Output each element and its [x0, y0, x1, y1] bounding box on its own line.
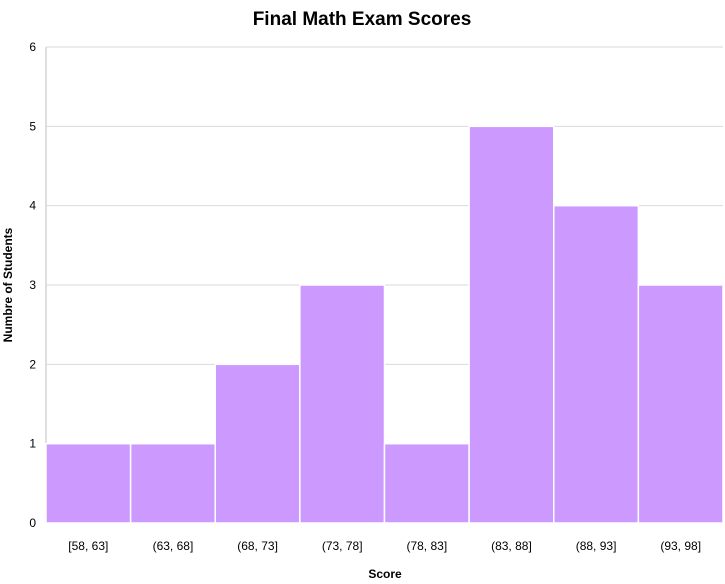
y-tick-label: 3	[29, 278, 36, 292]
y-tick-label: 6	[29, 40, 36, 54]
bar	[129, 442, 216, 524]
x-tick-label: (63, 68]	[153, 539, 194, 553]
x-tick-label: (73, 78]	[322, 539, 363, 553]
x-tick-label: (68, 73]	[237, 539, 278, 553]
bar	[383, 442, 470, 524]
y-axis-label: Numbre of Students	[1, 227, 15, 342]
bar	[299, 284, 386, 524]
y-tick-labels: 0 1 2 3 4 5 6	[29, 40, 36, 530]
x-tick-labels: [58, 63] (63, 68] (68, 73] (73, 78] (78, 83]…	[68, 539, 701, 553]
x-tick-label: (93, 98]	[660, 539, 701, 553]
y-tick-label: 1	[29, 437, 36, 451]
x-tick-label: (88, 93]	[576, 539, 617, 553]
y-tick-label: 0	[29, 516, 36, 530]
x-axis-label: Score	[368, 567, 402, 581]
chart-title: Final Math Exam Scores	[253, 9, 472, 30]
y-tick-label: 5	[29, 119, 36, 133]
y-tick-label: 2	[29, 357, 36, 371]
x-tick-label: (78, 83]	[406, 539, 447, 553]
x-tick-label: [58, 63]	[68, 539, 108, 553]
bar	[45, 442, 132, 524]
x-tick-label: (83, 88]	[491, 539, 532, 553]
y-tick-label: 4	[29, 199, 36, 213]
bar	[468, 125, 555, 524]
bar	[214, 363, 301, 524]
bar	[553, 204, 640, 524]
bar	[637, 284, 724, 524]
bars	[45, 125, 724, 524]
